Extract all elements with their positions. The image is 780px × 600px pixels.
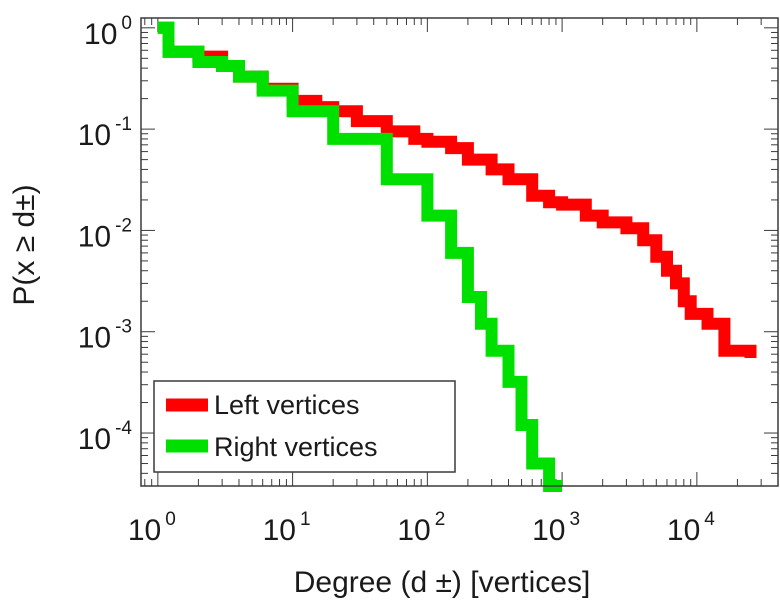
- x-tick-label: 10 3: [532, 509, 580, 547]
- y-axis-title: P(x ≥ d±): [8, 184, 41, 305]
- y-tick-label: 10 0: [84, 13, 132, 51]
- plot-frame: [140, 17, 779, 487]
- x-axis-title: Degree (d ±) [vertices]: [294, 566, 591, 599]
- x-tick-label: 10 0: [128, 509, 176, 547]
- legend-box: [153, 380, 456, 473]
- y-tick-label: 10 -4: [78, 418, 133, 456]
- y-tick-label: 10 -2: [78, 215, 132, 253]
- legend-label-left: Left vertices: [214, 390, 360, 420]
- legend: Left vertices Right vertices: [153, 380, 456, 473]
- y-tick-label: 10 -3: [78, 317, 132, 355]
- x-tick-label: 10 2: [397, 509, 445, 547]
- x-tick-label: 10 1: [263, 509, 311, 547]
- series-layer: [157, 21, 757, 492]
- x-tick-labels: 10 0 10 1 10 2 10 3 10 4: [128, 509, 715, 547]
- legend-label-right: Right vertices: [214, 432, 378, 462]
- y-tick-label: 10 -1: [78, 114, 132, 152]
- x-tick-label: 10 4: [667, 509, 715, 547]
- minor-ticks: [141, 18, 779, 487]
- series-line-right: [157, 21, 563, 492]
